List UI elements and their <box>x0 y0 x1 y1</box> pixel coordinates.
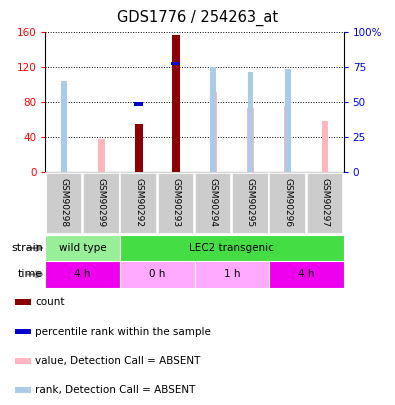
Bar <box>210 92 216 172</box>
Text: GSM90298: GSM90298 <box>60 178 69 227</box>
Text: wild type: wild type <box>59 243 107 253</box>
Bar <box>172 35 180 172</box>
Text: percentile rank within the sample: percentile rank within the sample <box>35 326 211 337</box>
Bar <box>83 173 120 234</box>
Bar <box>248 72 253 172</box>
Bar <box>322 122 328 172</box>
Bar <box>269 261 344 288</box>
Bar <box>247 107 254 172</box>
Bar <box>194 261 269 288</box>
Bar <box>15 358 32 364</box>
Bar <box>195 173 231 234</box>
Text: GSM90297: GSM90297 <box>320 178 329 227</box>
Bar <box>61 118 68 172</box>
Text: GSM90296: GSM90296 <box>283 178 292 227</box>
Bar <box>269 173 306 234</box>
Bar <box>45 235 120 261</box>
Text: GDS1776 / 254263_at: GDS1776 / 254263_at <box>117 10 278 26</box>
Text: 4 h: 4 h <box>298 269 315 279</box>
Text: GSM90294: GSM90294 <box>209 178 218 227</box>
Bar <box>120 261 194 288</box>
Text: count: count <box>35 297 65 307</box>
Bar <box>158 173 194 234</box>
Bar <box>307 173 343 234</box>
Text: GSM90292: GSM90292 <box>134 178 143 227</box>
Text: 1 h: 1 h <box>224 269 240 279</box>
Bar <box>46 173 82 234</box>
Bar <box>171 62 181 65</box>
Text: 0 h: 0 h <box>149 269 166 279</box>
Text: GSM90295: GSM90295 <box>246 178 255 227</box>
Bar <box>15 329 32 335</box>
Text: GSM90299: GSM90299 <box>97 178 106 227</box>
Text: GSM90293: GSM90293 <box>171 178 181 227</box>
Bar <box>120 173 157 234</box>
Text: LEC2 transgenic: LEC2 transgenic <box>189 243 274 253</box>
Bar <box>232 173 269 234</box>
Bar <box>210 67 216 172</box>
Text: 4 h: 4 h <box>74 269 91 279</box>
Bar <box>61 81 67 172</box>
Bar <box>134 102 143 106</box>
Bar <box>284 106 291 172</box>
Bar <box>120 235 344 261</box>
Bar <box>45 261 120 288</box>
Bar <box>135 124 143 172</box>
Bar <box>98 139 105 172</box>
Bar <box>15 299 32 305</box>
Text: rank, Detection Call = ABSENT: rank, Detection Call = ABSENT <box>35 385 196 395</box>
Text: value, Detection Call = ABSENT: value, Detection Call = ABSENT <box>35 356 201 366</box>
Bar <box>285 69 291 172</box>
Bar <box>15 388 32 393</box>
Text: time: time <box>18 269 43 279</box>
Text: strain: strain <box>11 243 43 253</box>
